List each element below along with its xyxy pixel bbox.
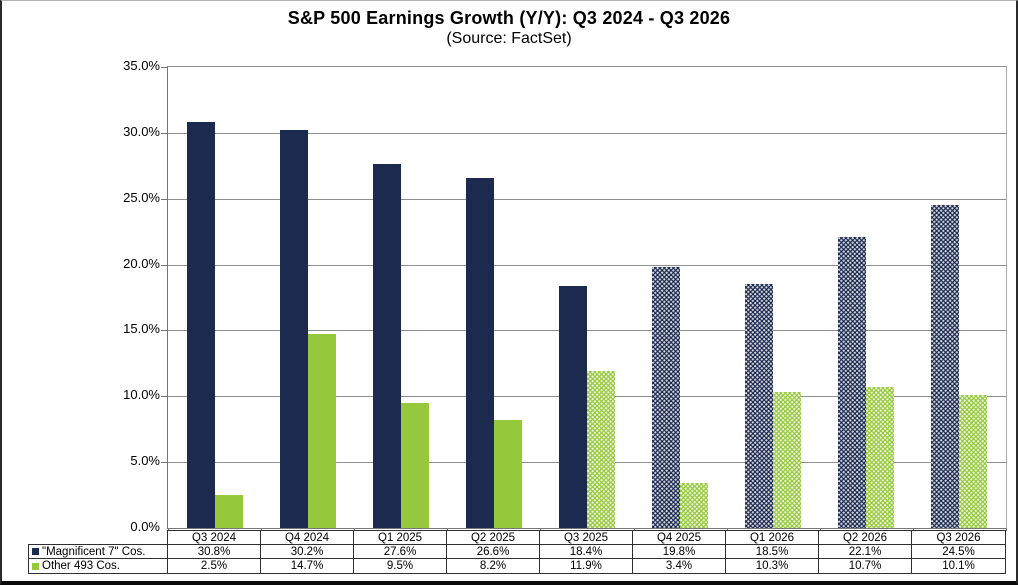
bar-mag7-q2-2025 xyxy=(465,177,494,528)
bar-other493-q2-2025 xyxy=(493,420,522,528)
y-axis-label-10pct: 10.0% xyxy=(123,387,160,403)
x-axis-tick xyxy=(354,528,356,531)
cell-other493-q1-2025: 9.5% xyxy=(354,559,447,573)
x-axis-tick xyxy=(447,528,449,531)
bar-mag7-q3-2026 xyxy=(931,205,960,528)
header-q1-2025: Q1 2025 xyxy=(354,531,447,545)
y-axis-label-5pct: 5.0% xyxy=(130,453,160,469)
x-axis-tick xyxy=(540,528,542,531)
bar-mag7-q3-2025 xyxy=(558,285,587,528)
bar-mag7-q4-2024 xyxy=(279,130,308,528)
y-axis-label-15pct: 15.0% xyxy=(123,321,160,337)
header-q4-2024: Q4 2024 xyxy=(261,531,354,545)
y-axis-label-20pct: 20.0% xyxy=(123,255,160,271)
legend-item-mag7: "Magnificent 7" Cos. xyxy=(29,545,167,559)
x-axis-tick xyxy=(168,528,169,531)
header-q4-2025: Q4 2025 xyxy=(633,531,726,545)
x-axis-tick xyxy=(819,528,821,531)
y-axis-tick xyxy=(161,330,168,332)
bar-mag7-q3-2024 xyxy=(186,122,215,528)
legend-item-other493: Other 493 Cos. xyxy=(29,559,167,573)
bar-other493-q4-2024 xyxy=(307,334,336,528)
cell-other493-q3-2026: 10.1% xyxy=(942,560,975,572)
header-q1-2026: Q1 2026 xyxy=(726,531,819,545)
bar-other493-q3-2025 xyxy=(586,371,615,528)
cell-other493-q3-2024: 2.5% xyxy=(168,559,261,573)
header-q3-2025: Q3 2025 xyxy=(540,531,633,545)
cell-mag7-q3-2025: 18.4% xyxy=(540,545,633,559)
cell-mag7-q2-2026: 22.1% xyxy=(819,545,912,559)
cell-mag7-q4-2024: 30.2% xyxy=(261,545,354,559)
bar-other493-q4-2025 xyxy=(680,483,709,528)
y-axis-label-0pct: 0.0% xyxy=(130,519,160,534)
legend-swatch-mag7-icon xyxy=(32,548,39,555)
bar-other493-q2-2026 xyxy=(866,387,895,528)
x-axis-tick xyxy=(261,528,263,531)
x-axis-tick xyxy=(912,528,914,531)
plot-area xyxy=(161,66,1007,531)
header-q3-2024: Q3 2024 xyxy=(168,531,261,545)
data-table: Q3 2024 Q4 2024 Q1 2025 Q2 2025 Q3 2025 Q4 20… xyxy=(167,530,1006,574)
y-axis-tick xyxy=(161,264,168,266)
bar-other493-q3-2024 xyxy=(214,495,243,528)
legend-swatch-other493-icon xyxy=(32,562,39,570)
legend-label-other493: Other 493 Cos. xyxy=(42,560,120,572)
cell-other493-q4-2025: 3.4% xyxy=(633,559,726,573)
y-axis-tick xyxy=(161,396,168,398)
cell-other493-q2-2026: 10.7% xyxy=(819,559,912,573)
cell-mag7-q1-2026: 18.5% xyxy=(726,545,819,559)
cell-other493-q3-2025: 11.9% xyxy=(540,559,633,573)
header-q2-2025: Q2 2025 xyxy=(447,531,540,545)
gridline-25pct xyxy=(168,198,1006,200)
gridline-20pct xyxy=(168,264,1006,266)
legend-box: "Magnificent 7" Cos. Other 493 Cos. xyxy=(28,544,168,574)
bar-other493-q1-2026 xyxy=(773,392,802,528)
y-axis-tick xyxy=(161,67,168,68)
bar-other493-q1-2025 xyxy=(400,402,429,528)
y-axis-tick xyxy=(161,132,168,134)
header-q2-2026: Q2 2026 xyxy=(819,531,912,545)
cell-mag7-q4-2025: 19.8% xyxy=(633,545,726,559)
gridline-30pct xyxy=(168,132,1006,134)
y-axis-label-25pct: 25.0% xyxy=(123,189,160,205)
cell-other493-q1-2026: 10.3% xyxy=(726,559,819,573)
header-q3-2026: Q3 2026 xyxy=(912,531,1005,545)
cell-mag7-q1-2025: 27.6% xyxy=(354,545,447,559)
bar-mag7-q2-2026 xyxy=(838,236,867,528)
x-axis-tick xyxy=(726,528,728,531)
bar-mag7-q1-2026 xyxy=(745,284,774,528)
bar-mag7-q1-2025 xyxy=(372,164,401,528)
cell-other493-q2-2025: 8.2% xyxy=(447,559,540,573)
y-axis-label-30pct: 30.0% xyxy=(123,123,160,139)
cell-other493-q4-2024: 14.7% xyxy=(261,559,354,573)
gridline-15pct xyxy=(168,330,1006,332)
y-axis-tick xyxy=(161,462,168,464)
x-axis-tick xyxy=(1006,528,1007,531)
cell-mag7-q3-2024: 30.8% xyxy=(168,545,261,559)
cell-mag7-q3-2026: 24.5% xyxy=(912,545,1005,559)
y-axis-tick xyxy=(161,198,168,200)
y-axis-label-35pct: 35.0% xyxy=(123,58,160,73)
bar-other493-q3-2026 xyxy=(959,394,988,528)
chart-subtitle: (Source: FactSet) xyxy=(446,30,572,47)
bar-mag7-q4-2025 xyxy=(652,267,681,528)
x-axis-tick xyxy=(633,528,635,531)
legend-label-mag7: "Magnificent 7" Cos. xyxy=(42,545,146,558)
cell-mag7-q2-2025: 26.6% xyxy=(447,545,540,559)
chart-title: S&P 500 Earnings Growth (Y/Y): Q3 2024 -… xyxy=(287,8,731,28)
